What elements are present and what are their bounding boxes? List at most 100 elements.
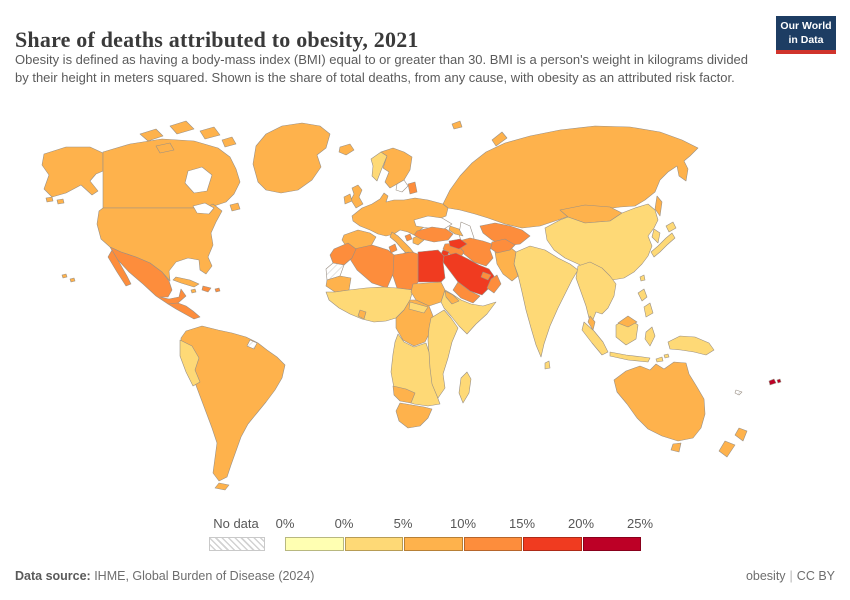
country-madagascar[interactable] — [458, 371, 472, 404]
country-namibia-botswana[interactable] — [392, 385, 416, 404]
country-central-african-republic[interactable] — [408, 301, 429, 314]
country-morocco[interactable] — [329, 242, 357, 266]
region-south-america[interactable] — [180, 325, 286, 482]
arctic-island[interactable] — [155, 142, 175, 154]
license-link[interactable]: CC BY — [796, 569, 835, 583]
country-hawaii[interactable] — [69, 277, 76, 283]
legend-band-5[interactable] — [523, 537, 582, 551]
legend-band-4[interactable] — [463, 537, 522, 551]
country-maluku[interactable] — [663, 353, 670, 359]
legend-band-3[interactable] — [404, 537, 463, 551]
legend-tick: 5% — [393, 516, 413, 531]
country-baltic-states[interactable] — [407, 181, 418, 195]
country-puerto-rico[interactable] — [214, 287, 221, 293]
country-philippines[interactable] — [643, 302, 654, 318]
country-japan-hokkaido[interactable] — [665, 221, 677, 233]
country-alaska[interactable] — [41, 146, 104, 198]
region-central-america[interactable] — [167, 302, 201, 320]
country-fiji[interactable] — [768, 378, 777, 386]
country-java[interactable] — [609, 351, 651, 363]
country-sakhalin[interactable] — [654, 195, 663, 217]
chart-subtitle: Obesity is defined as having a body-mass… — [15, 52, 749, 85]
region-east-africa[interactable] — [427, 309, 459, 399]
country-taiwan[interactable] — [639, 274, 646, 282]
country-cuba[interactable] — [172, 276, 200, 288]
country-sri-lanka[interactable] — [544, 360, 551, 370]
country-sumatra[interactable] — [581, 321, 609, 356]
country-south-africa[interactable] — [395, 402, 433, 429]
country-iceland[interactable] — [338, 143, 355, 156]
country-tasmania[interactable] — [670, 442, 682, 453]
legend-tick: 0% — [334, 516, 354, 531]
country-new-guinea[interactable] — [667, 335, 715, 356]
chart-slug-link[interactable]: obesity — [745, 569, 786, 583]
legend-color-scale[interactable] — [285, 537, 641, 551]
arctic-island[interactable] — [139, 128, 164, 142]
country-hawaii[interactable] — [61, 273, 68, 279]
country-peru[interactable] — [179, 339, 201, 387]
country-tunisia[interactable] — [388, 243, 398, 254]
country-russia-kazakhstan[interactable] — [442, 125, 699, 229]
arctic-island[interactable] — [221, 136, 237, 148]
legend-band-1[interactable] — [285, 537, 344, 551]
legend-tick: 0% — [275, 516, 295, 531]
country-newfoundland[interactable] — [229, 202, 241, 212]
country-eritrea-djibouti[interactable] — [444, 290, 460, 305]
legend-no-data-swatch[interactable] — [209, 537, 265, 551]
region-caucasus[interactable] — [448, 225, 464, 237]
country-greenland[interactable] — [252, 122, 331, 194]
country-egypt[interactable] — [417, 249, 446, 283]
country-uae[interactable] — [480, 271, 492, 281]
country-tierra-del-fuego[interactable] — [214, 482, 230, 491]
country-syria[interactable] — [448, 238, 468, 250]
arctic-island[interactable] — [169, 120, 195, 135]
region-southern-africa[interactable] — [390, 333, 441, 407]
legend-no-data-label: No data — [213, 516, 259, 531]
country-aleutian-island[interactable] — [45, 196, 54, 203]
country-philippines[interactable] — [637, 288, 648, 302]
country-timor[interactable] — [655, 356, 664, 363]
country-new-zealand-north[interactable] — [734, 427, 748, 442]
country-japan-honshu[interactable] — [650, 232, 676, 258]
country-sweden-finland[interactable] — [380, 147, 413, 189]
country-australia[interactable] — [613, 361, 706, 442]
legend-band-2[interactable] — [344, 537, 403, 551]
country-india[interactable] — [513, 245, 579, 358]
country-sudan[interactable] — [410, 281, 446, 307]
country-hispaniola[interactable] — [201, 285, 212, 293]
country-novaya-zemlya[interactable] — [491, 131, 508, 147]
license-note: obesity | CC BY — [745, 569, 835, 583]
country-fiji[interactable] — [776, 378, 782, 384]
arctic-island[interactable] — [199, 126, 221, 140]
country-new-caledonia-no-data[interactable] — [734, 389, 743, 396]
country-malaysia-borneo[interactable] — [617, 315, 638, 328]
country-algeria[interactable] — [349, 244, 395, 289]
country-korea[interactable] — [651, 228, 661, 244]
chart-footer: Data source: IHME, Global Burden of Dise… — [15, 569, 835, 583]
country-french-guiana-no-data[interactable] — [246, 339, 258, 350]
country-mexico[interactable] — [109, 246, 187, 305]
country-china[interactable] — [544, 203, 659, 281]
country-turkey[interactable] — [413, 226, 454, 243]
country-ireland[interactable] — [343, 193, 353, 205]
legend-tick: 25% — [626, 516, 654, 531]
owid-logo[interactable]: Our World in Data — [776, 16, 836, 55]
country-oman[interactable] — [486, 274, 502, 294]
country-aleutian-island[interactable] — [56, 198, 65, 205]
country-svalbard[interactable] — [451, 120, 463, 130]
region-mainland-southeast-asia[interactable] — [575, 261, 617, 323]
country-balkans[interactable] — [404, 233, 413, 242]
country-pakistan[interactable] — [494, 246, 519, 282]
country-yemen[interactable] — [452, 281, 481, 304]
country-jamaica[interactable] — [190, 288, 197, 294]
country-sulawesi[interactable] — [644, 326, 656, 347]
legend-tick: 20% — [567, 516, 595, 531]
country-united-kingdom[interactable] — [350, 184, 364, 209]
country-new-zealand-south[interactable] — [718, 440, 736, 458]
country-baja-california[interactable] — [107, 249, 132, 287]
legend-tick: 15% — [508, 516, 536, 531]
region-central-asia[interactable] — [479, 222, 531, 247]
country-ghana[interactable] — [357, 309, 367, 320]
legend-band-6[interactable] — [582, 537, 641, 551]
